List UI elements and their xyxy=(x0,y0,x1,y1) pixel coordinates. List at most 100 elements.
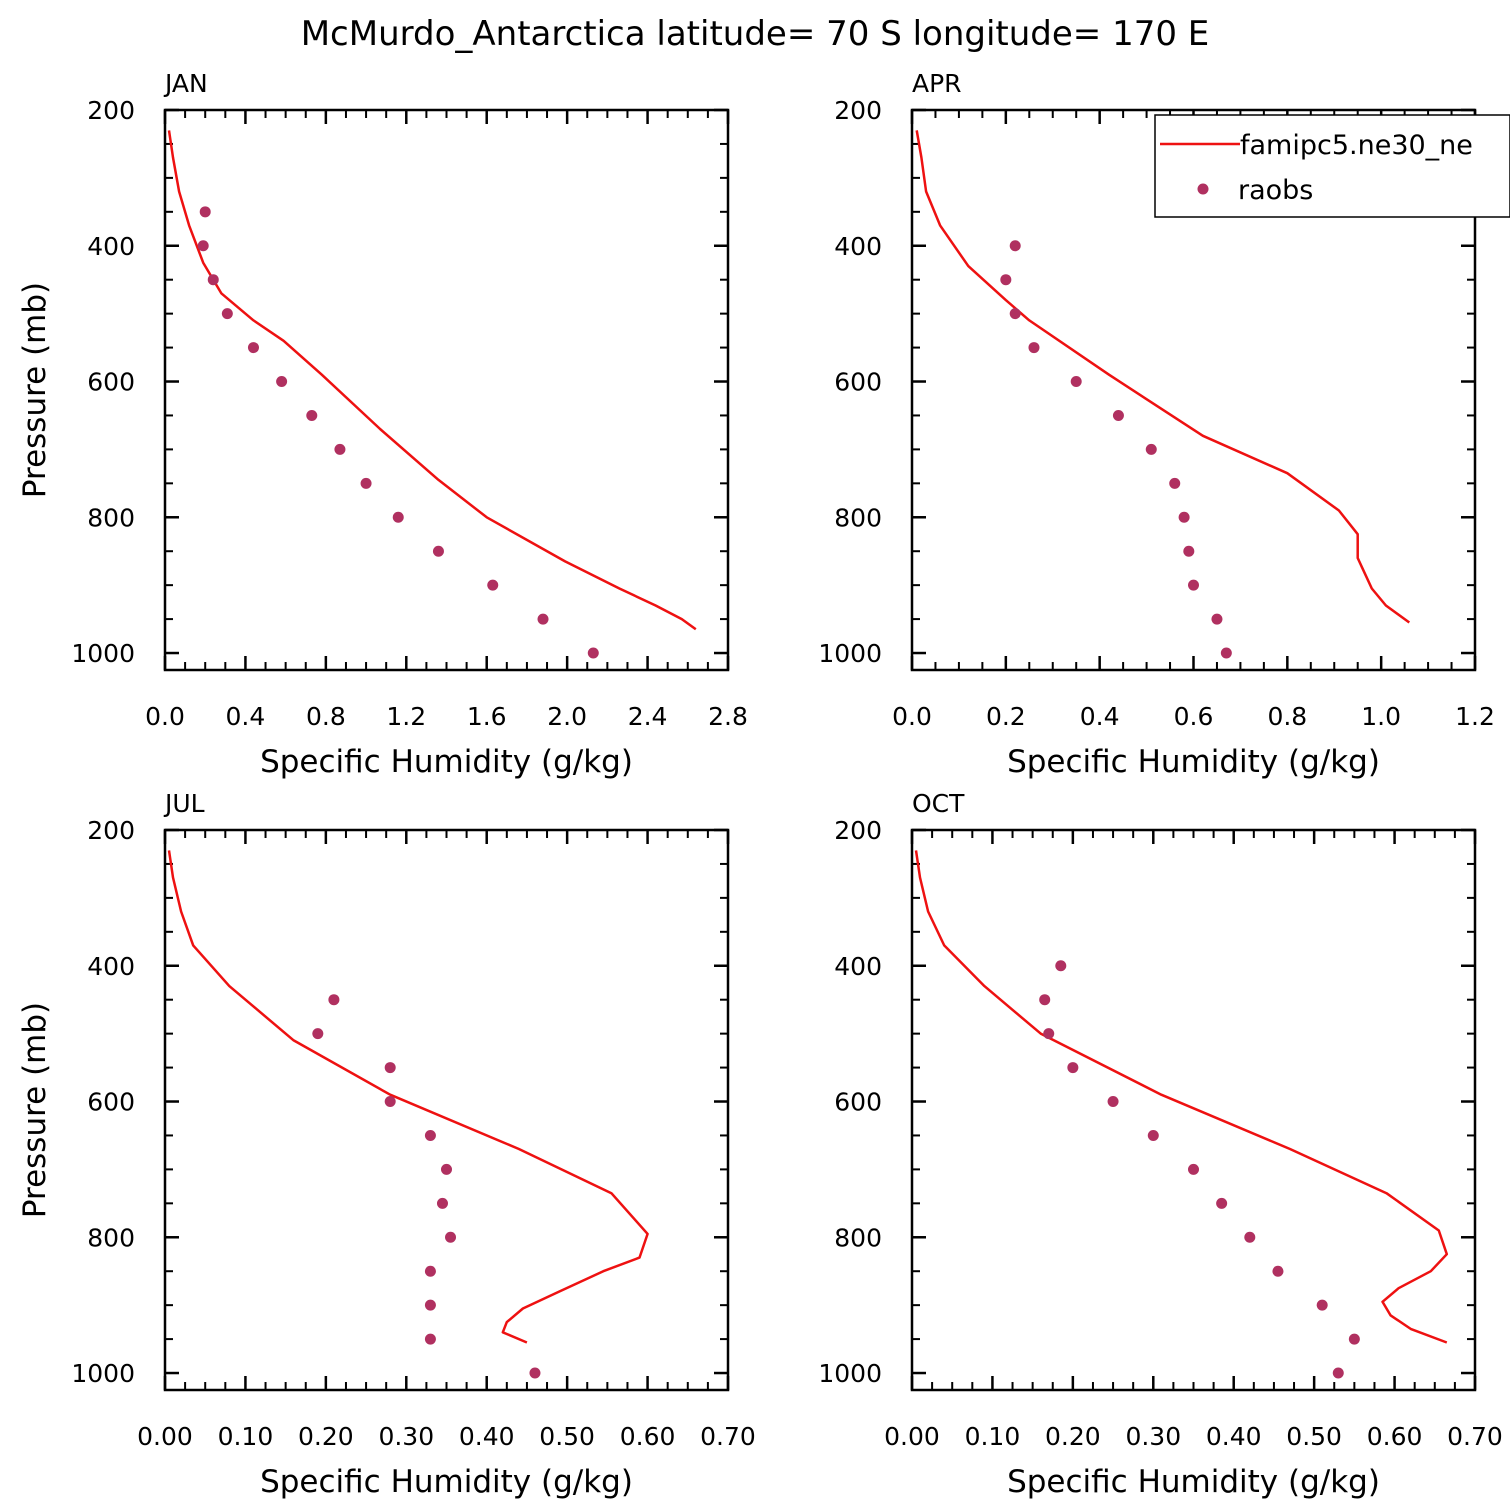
y-tick-label: 1000 xyxy=(71,639,135,668)
raobs-point xyxy=(384,1096,396,1108)
x-tick-label: 0.8 xyxy=(1267,702,1307,731)
series-line-model xyxy=(167,130,697,631)
raobs-point xyxy=(384,1062,396,1074)
raobs-point xyxy=(1211,613,1223,625)
x-tick-label: 2.0 xyxy=(547,702,587,731)
x-tick-label: 1.2 xyxy=(386,702,426,731)
x-tick-label: 0.70 xyxy=(700,1422,756,1451)
raobs-point xyxy=(1055,960,1067,972)
x-tick-label: 0.40 xyxy=(459,1422,515,1451)
raobs-point xyxy=(1147,1129,1159,1141)
series-line-model xyxy=(914,850,1449,1344)
raobs-point xyxy=(424,1265,436,1277)
y-tick-label: 200 xyxy=(834,96,882,125)
raobs-point xyxy=(537,613,549,625)
x-tick-label: 0.60 xyxy=(1367,1422,1423,1451)
legend-box xyxy=(1154,114,1510,218)
panel-label: APR xyxy=(912,69,962,98)
y-axis-title: Pressure (mb) xyxy=(17,282,53,498)
y-tick-label: 800 xyxy=(87,503,135,532)
y-tick-label: 400 xyxy=(87,952,135,981)
raobs-point xyxy=(1220,647,1232,659)
x-tick-label: 1.0 xyxy=(1361,702,1401,731)
y-tick-label: 400 xyxy=(834,952,882,981)
x-tick-label: 0.4 xyxy=(1080,702,1120,731)
y-tick-label: 600 xyxy=(834,368,882,397)
x-tick-label: 0.70 xyxy=(1447,1422,1503,1451)
raobs-point xyxy=(334,443,346,455)
x-axis-title: Specific Humidity (g/kg) xyxy=(1007,1464,1380,1500)
x-tick-label: 0.20 xyxy=(298,1422,354,1451)
x-tick-label: 0.50 xyxy=(539,1422,595,1451)
raobs-point xyxy=(1183,545,1195,557)
y-tick-label: 600 xyxy=(87,1088,135,1117)
raobs-point xyxy=(312,1028,324,1040)
legend-label-model: famipc5.ne30_ne xyxy=(1240,130,1473,161)
y-tick-label: 400 xyxy=(87,232,135,261)
y-tick-label: 1000 xyxy=(71,1359,135,1388)
panels: JAN 0.0 0.4 0.8 1.2 1.6 2.0 2.4 2.8 200 400 600 800 1… xyxy=(17,69,1503,1500)
raobs-point xyxy=(424,1333,436,1345)
panel-jul: JUL 0.00 0.10 0.20 0.30 0.40 0.50 0.60 0.70 200 40… xyxy=(17,789,756,1500)
raobs-point xyxy=(1332,1367,1344,1379)
y-tick-label: 200 xyxy=(87,816,135,845)
raobs-point xyxy=(1216,1197,1228,1209)
x-tick-label: 0.8 xyxy=(306,702,346,731)
y-tick-label: 800 xyxy=(834,503,882,532)
raobs-point xyxy=(1009,240,1021,252)
x-tick-label: 0.2 xyxy=(986,702,1026,731)
y-tick-label: 800 xyxy=(87,1223,135,1252)
raobs-point xyxy=(1188,1163,1199,1175)
raobs-point xyxy=(1070,376,1082,388)
x-tick-label: 0.60 xyxy=(620,1422,676,1451)
raobs-point xyxy=(306,409,318,421)
raobs-point xyxy=(1112,409,1124,421)
raobs-point xyxy=(1107,1096,1119,1108)
x-tick-label: 1.2 xyxy=(1455,702,1495,731)
x-tick-label: 0.10 xyxy=(965,1422,1021,1451)
raobs-point xyxy=(424,1129,436,1141)
x-tick-label: 0.00 xyxy=(137,1422,193,1451)
x-axis-title: Specific Humidity (g/kg) xyxy=(1007,744,1380,780)
x-axis-title: Specific Humidity (g/kg) xyxy=(260,1464,633,1500)
raobs-point xyxy=(587,647,599,659)
raobs-point xyxy=(1145,443,1157,455)
y-axis-title: Pressure (mb) xyxy=(17,1002,53,1218)
x-tick-label: 0.10 xyxy=(218,1422,274,1451)
raobs-point xyxy=(392,511,404,523)
raobs-point xyxy=(424,1299,436,1311)
raobs-point xyxy=(445,1231,457,1243)
legend-marker-swatch xyxy=(1197,183,1209,195)
series-line-model xyxy=(915,130,1411,624)
x-tick-label: 0.40 xyxy=(1206,1422,1262,1451)
raobs-point xyxy=(436,1197,448,1209)
raobs-point xyxy=(1188,579,1199,591)
raobs-point xyxy=(1067,1062,1079,1074)
x-tick-label: 0.20 xyxy=(1045,1422,1101,1451)
raobs-point xyxy=(432,545,444,557)
raobs-point xyxy=(1043,1028,1055,1040)
panel-oct: OCT 0.00 0.10 0.20 0.30 0.40 0.50 0.60 0.70 200 40… xyxy=(818,789,1502,1500)
y-tick-label: 600 xyxy=(834,1088,882,1117)
x-tick-label: 0.30 xyxy=(378,1422,434,1451)
y-tick-label: 600 xyxy=(87,368,135,397)
raobs-point xyxy=(1272,1265,1284,1277)
series-line-model xyxy=(167,850,649,1344)
raobs-point xyxy=(1244,1231,1256,1243)
x-tick-label: 2.8 xyxy=(708,702,748,731)
raobs-point xyxy=(360,477,372,489)
panel-label: JUL xyxy=(163,789,205,818)
figure-title: McMurdo_Antarctica latitude= 70 S longit… xyxy=(301,14,1210,54)
y-tick-label: 800 xyxy=(834,1223,882,1252)
y-tick-label: 1000 xyxy=(818,1359,882,1388)
raobs-point xyxy=(1028,342,1040,354)
x-tick-label: 0.0 xyxy=(145,702,185,731)
x-tick-label: 1.6 xyxy=(467,702,507,731)
x-tick-label: 0.00 xyxy=(884,1422,940,1451)
y-tick-label: 200 xyxy=(834,816,882,845)
y-tick-label: 400 xyxy=(834,232,882,261)
x-tick-label: 0.50 xyxy=(1286,1422,1342,1451)
raobs-point xyxy=(487,579,499,591)
